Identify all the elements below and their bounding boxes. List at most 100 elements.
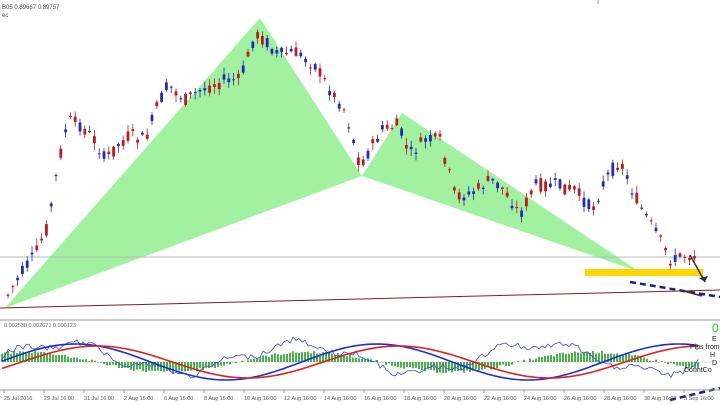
candle-body bbox=[121, 140, 125, 146]
candle-body bbox=[577, 188, 581, 196]
pattern-triangle-xab bbox=[5, 18, 362, 308]
candle-body bbox=[189, 92, 192, 95]
candle-body bbox=[131, 129, 135, 132]
candle-body bbox=[381, 125, 384, 130]
candle-body bbox=[270, 49, 274, 54]
candle-body bbox=[419, 137, 423, 142]
candle-body bbox=[453, 187, 456, 191]
candle-body bbox=[117, 143, 120, 146]
candle-body bbox=[227, 78, 231, 83]
symbol-line: B05 0.89667 0.89757 bbox=[2, 5, 60, 11]
overlay-line-3: D bbox=[712, 360, 717, 367]
x-axis-label: 8 Aug 16:00 bbox=[204, 396, 233, 402]
candle-body bbox=[534, 179, 538, 184]
candle-body bbox=[683, 256, 687, 258]
projection-dashed-line bbox=[629, 280, 720, 299]
candle-body bbox=[208, 85, 211, 93]
candle-body bbox=[246, 51, 250, 57]
x-axis-label: 12 Aug 16:00 bbox=[284, 396, 316, 402]
overlay-line-2: H bbox=[710, 352, 715, 359]
candle-body bbox=[30, 252, 34, 255]
candle-body bbox=[563, 184, 567, 195]
candle-body bbox=[318, 68, 322, 77]
candle-body bbox=[385, 124, 389, 129]
candle-body bbox=[573, 186, 576, 190]
candle-body bbox=[232, 79, 235, 81]
candle-body bbox=[237, 73, 240, 79]
candle-body bbox=[112, 146, 115, 157]
candle-body bbox=[664, 247, 667, 251]
candle-body bbox=[275, 50, 279, 54]
candle-body bbox=[78, 122, 82, 132]
candle-body bbox=[54, 174, 58, 176]
candle-body bbox=[443, 157, 447, 164]
candle-body bbox=[193, 92, 197, 94]
candle-body bbox=[501, 187, 504, 189]
x-axis-label: 25 Jul 2016 bbox=[4, 396, 32, 402]
x-axis-label: 18 Aug 16:00 bbox=[404, 396, 436, 402]
candle-body bbox=[198, 89, 202, 92]
candle-body bbox=[174, 91, 178, 96]
candle-body bbox=[69, 115, 72, 118]
candle-body bbox=[405, 145, 408, 149]
candle-body bbox=[371, 139, 375, 144]
candle-body bbox=[390, 128, 394, 130]
candle-body bbox=[515, 206, 519, 209]
candle-body bbox=[366, 150, 370, 159]
overlay-line-1: Pips from bbox=[690, 344, 720, 351]
x-axis-label: 14 Aug 16:00 bbox=[324, 396, 356, 402]
candle-body bbox=[625, 175, 629, 179]
candle-body bbox=[457, 192, 461, 200]
candle-body bbox=[169, 86, 173, 88]
candle-body bbox=[352, 139, 355, 144]
candle-body bbox=[145, 134, 149, 139]
candle-body bbox=[313, 64, 317, 70]
indicator-values: 0.002538 0.002671 0.000123 bbox=[4, 323, 76, 329]
candle-body bbox=[6, 294, 10, 296]
candle-body bbox=[40, 238, 43, 241]
projection-arrow-head bbox=[699, 276, 708, 282]
projection-arrow-2 bbox=[679, 289, 703, 297]
candle-body bbox=[342, 109, 346, 111]
candle-body bbox=[486, 175, 490, 181]
candle-body bbox=[525, 197, 528, 207]
candle-body bbox=[693, 256, 696, 259]
candle-body bbox=[107, 151, 111, 155]
candle-body bbox=[654, 227, 658, 232]
candle-body bbox=[429, 135, 432, 142]
x-axis-label: 30 Aug 16:00 bbox=[644, 396, 676, 402]
candle-body bbox=[16, 277, 19, 281]
candle-body bbox=[678, 253, 682, 257]
x-axis-label: 10 Aug 16:00 bbox=[244, 396, 276, 402]
candle-body bbox=[467, 191, 471, 195]
candle-body bbox=[433, 133, 437, 137]
candle-body bbox=[203, 88, 207, 91]
candle-body bbox=[688, 257, 691, 261]
candle-body bbox=[304, 58, 307, 63]
candle-body bbox=[213, 84, 216, 88]
candle-body bbox=[21, 265, 24, 275]
candle-body bbox=[472, 191, 475, 194]
candle-body bbox=[97, 153, 101, 155]
x-axis-label: 31 Jul 16:00 bbox=[84, 396, 114, 402]
candle-body bbox=[285, 52, 288, 55]
overlay-line-4: CountCo bbox=[684, 367, 712, 374]
candle-body bbox=[280, 47, 283, 52]
candle-body bbox=[529, 190, 533, 195]
candle-body bbox=[481, 187, 485, 190]
candle-body bbox=[621, 163, 624, 169]
candle-body bbox=[462, 197, 466, 201]
x-axis-label: 6 Aug 16:00 bbox=[164, 396, 193, 402]
candle-body bbox=[102, 151, 106, 159]
signal-red-line bbox=[1, 345, 699, 379]
candle-body bbox=[544, 181, 547, 192]
candle-body bbox=[289, 48, 293, 52]
target-zone bbox=[585, 269, 703, 276]
candle-body bbox=[597, 200, 600, 202]
candles-group bbox=[6, 29, 696, 299]
candle-body bbox=[59, 148, 63, 158]
candle-body bbox=[251, 41, 255, 49]
overlay-big-digit: 0 bbox=[712, 321, 719, 335]
